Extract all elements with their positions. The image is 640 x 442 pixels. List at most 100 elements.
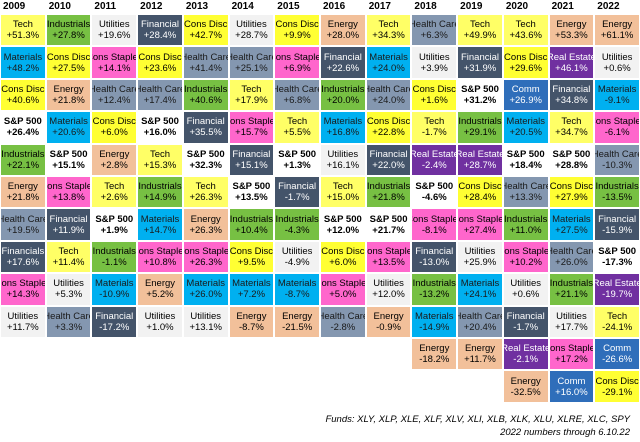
sector-return: +5.2% (146, 289, 174, 301)
cell-2021-sandp-500: S&P 500 +28.8% (548, 143, 595, 176)
cell-2016-cons-staples: Cons Staples+5.0% (320, 273, 366, 306)
sector-return: -10.3% (602, 159, 633, 171)
sector-return: +28.7% (235, 30, 268, 42)
cell-2022-tech: Tech -24.1% (594, 305, 640, 338)
cell-2021-tech: Tech +34.7% (548, 111, 595, 144)
sector-return: +19.6% (98, 30, 131, 42)
sector-name: Cons Staples (1, 278, 45, 290)
sector-return: +46.1% (555, 62, 588, 74)
sector-name: Energy (236, 310, 267, 322)
cell-2018-energy: Energy -18.2% (411, 338, 458, 371)
sector-name: Real Estate (594, 278, 640, 290)
sector-name: Industrials (275, 213, 319, 225)
sector-name: Tech (287, 116, 308, 128)
sector-name: Materials (232, 278, 271, 290)
sector-return: +28.4% (143, 30, 177, 42)
sector-name: Materials (369, 51, 408, 63)
sector-name: Financial (415, 245, 454, 257)
cell-2013-utilities: Utilities +13.1% (182, 305, 229, 338)
cell-2010-sandp-500: S&P 500 +15.1% (45, 143, 92, 176)
sector-name: Industrials (138, 181, 182, 193)
sector-name: Tech (378, 19, 399, 31)
year-header-2016: 2016 (323, 1, 346, 12)
sector-name: Materials (506, 116, 545, 128)
sector-name: S&P 500 (461, 83, 499, 95)
cell-2018-materials: Materials -14.9% (411, 305, 458, 338)
sector-name: Cons Staples (550, 343, 594, 355)
sector-name: Financial (95, 310, 134, 322)
cell-2012-industrials: Industrials +14.9% (137, 176, 183, 209)
cell-2015-energy: Energy -21.5% (274, 305, 320, 338)
sector-return: +5.0% (329, 289, 357, 301)
sector-return: -1.1% (101, 256, 127, 268)
sector-name: Cons Disc (275, 19, 319, 31)
sector-return: +12.0% (372, 289, 405, 301)
sector-name: Utilities (236, 19, 267, 31)
cell-2022-utilities: Utilities +0.6% (594, 46, 640, 79)
cell-2019-utilities: Utilities +25.9% (457, 240, 503, 274)
cell-2014-industrials: Industrials +10.4% (228, 208, 275, 241)
cell-2020-cons-staples: Cons Staples+10.2% (502, 240, 549, 274)
cell-2022-cons-disc: Cons Disc -29.1% (594, 370, 640, 403)
sector-return: +26.3% (189, 224, 222, 236)
sector-return: +1.9% (100, 224, 128, 236)
sector-name: Materials (49, 116, 88, 128)
sector-name: Materials (597, 83, 637, 95)
sector-return: +13.5% (235, 192, 268, 204)
cell-2012-cons-staples: Cons Staples+10.8% (137, 240, 183, 274)
sector-return: +15.1% (235, 159, 268, 171)
sector-name: Cons Staples (458, 213, 502, 225)
year-header-2010: 2010 (48, 1, 71, 12)
sector-name: Tech (424, 116, 445, 128)
sector-name: Materials (140, 213, 180, 225)
sector-name: Energy (419, 343, 450, 355)
sector-return: +15.1% (52, 159, 85, 171)
sector-return: -1.7% (421, 127, 447, 139)
cell-2009-energy: Energy +21.8% (0, 176, 46, 209)
sector-name: Industrials (92, 245, 136, 257)
sector-return: -2.8% (330, 321, 356, 333)
sector-return: -0.9% (376, 321, 401, 333)
sector-return: +6.3% (420, 30, 448, 42)
sector-name: Health Care (411, 19, 458, 31)
sector-name: Health Care (228, 51, 275, 63)
cell-2012-materials: Materials +14.7% (137, 208, 183, 241)
sector-name: Utilities (190, 310, 221, 322)
sector-name: Cons Staples (138, 245, 182, 257)
sector-name: Tech (515, 19, 536, 31)
sector-name: Materials (460, 278, 500, 290)
sector-name: Cons Disc (366, 116, 411, 128)
sector-name: Health Care (457, 310, 503, 322)
cell-2019-industrials: Industrials +29.1% (457, 111, 503, 144)
sector-name: Health Care (274, 83, 320, 95)
sector-return: +14.9% (143, 192, 177, 204)
sector-return: -8.1% (421, 224, 447, 236)
sector-return: +11.0% (509, 224, 542, 236)
cell-2019-health-care: Health Care +20.4% (457, 305, 503, 338)
cell-2009-tech: Tech +51.3% (0, 14, 46, 47)
cell-2019-tech: Tech +49.9% (457, 14, 503, 47)
cell-2010-financial: Financial +11.9% (45, 208, 92, 241)
sector-name: Financial (369, 148, 408, 160)
sector-name: Materials (277, 278, 317, 290)
sector-return: +27.8% (52, 30, 85, 42)
cell-2019-financial: Financial +31.9% (457, 46, 503, 79)
sector-return: +1.6% (420, 94, 448, 106)
sector-name: Energy (602, 19, 633, 31)
sector-name: S&P 500 (95, 213, 134, 225)
cell-2009-materials: Materials +48.2% (0, 46, 46, 79)
sector-name: Utilities (281, 245, 313, 257)
sector-name: Comm (511, 83, 540, 95)
cell-2015-financial: Financial -1.7% (274, 176, 320, 209)
sector-return: +13.5% (372, 256, 405, 268)
cell-2009-cons-disc: Cons Disc +40.6% (0, 78, 46, 112)
sector-name: Cons Disc (92, 116, 136, 128)
cell-2017-financial: Financial +22.0% (365, 143, 412, 176)
sector-return: +51.3% (6, 30, 40, 42)
sector-return: +34.3% (372, 30, 405, 42)
cell-2015-sandp-500: S&P 500 +1.3% (274, 143, 320, 176)
cell-2012-sandp-500: S&P 500 +16.0% (137, 111, 183, 144)
sector-return: +11.9% (52, 224, 85, 236)
cell-2013-financial: Financial +35.5% (182, 111, 229, 144)
cell-2022-sandp-500: S&P 500 -17.3% (594, 240, 640, 274)
